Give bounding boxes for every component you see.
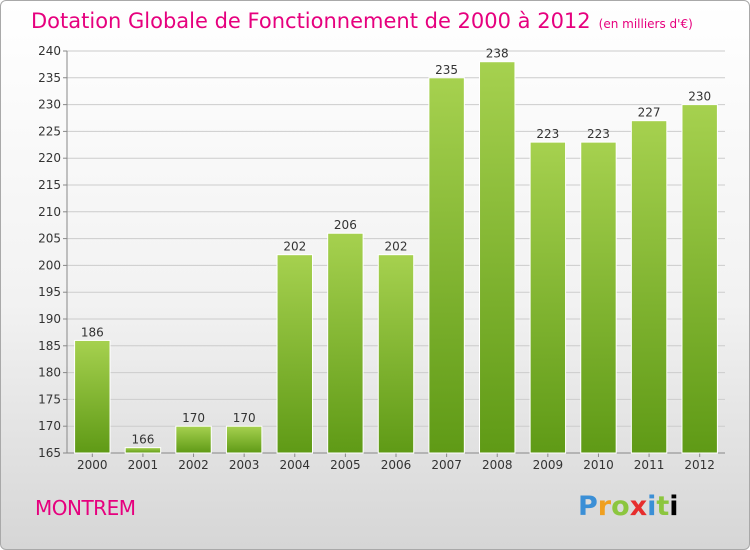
x-tick-label: 2006 <box>381 458 412 472</box>
data-label: 230 <box>688 90 711 104</box>
data-label: 223 <box>587 127 610 141</box>
bar-2004 <box>276 254 313 454</box>
y-tick-label: 195 <box>38 285 61 299</box>
y-tick-label: 170 <box>38 419 61 433</box>
logo-letter: o <box>611 491 630 522</box>
data-label: 202 <box>283 240 306 254</box>
y-tick-label: 210 <box>38 205 61 219</box>
x-tick-label: 2008 <box>482 458 513 472</box>
data-label: 206 <box>334 218 357 232</box>
x-tick-label: 2007 <box>431 458 462 472</box>
x-tick-label: 2002 <box>178 458 209 472</box>
proxiti-logo[interactable]: Proxiti <box>578 491 679 522</box>
bar-2002 <box>175 425 212 454</box>
y-tick-label: 215 <box>38 178 61 192</box>
data-label: 202 <box>385 240 408 254</box>
x-tick-label: 2011 <box>634 458 665 472</box>
x-tick-label: 2000 <box>77 458 108 472</box>
bar-2000 <box>74 339 111 454</box>
x-tick-label: 2010 <box>583 458 614 472</box>
data-label: 170 <box>182 411 205 425</box>
bar-2009 <box>529 141 567 454</box>
logo-letter: i <box>669 491 679 522</box>
data-label: 186 <box>81 325 104 339</box>
bar-2012 <box>681 104 718 454</box>
bar-2011 <box>630 120 668 454</box>
data-label: 223 <box>536 127 559 141</box>
bar-2010 <box>580 141 617 454</box>
y-tick-label: 175 <box>38 392 61 406</box>
logo-letter: r <box>597 491 612 522</box>
data-label: 166 <box>131 433 154 447</box>
bar-2006 <box>377 254 415 454</box>
bar-2001 <box>124 447 162 454</box>
logo-letter: i <box>647 491 657 522</box>
bar-2005 <box>327 232 364 454</box>
y-tick-label: 180 <box>38 366 61 380</box>
logo-letter: t <box>656 491 670 522</box>
y-tick-label: 165 <box>38 446 61 460</box>
y-tick-label: 220 <box>38 151 61 165</box>
y-tick-label: 225 <box>38 124 61 138</box>
y-tick-label: 205 <box>38 232 61 246</box>
chart-title-text: Dotation Globale de Fonctionnement de 20… <box>31 9 591 33</box>
logo-letter: P <box>578 491 598 522</box>
bar-2003 <box>225 425 263 454</box>
y-tick-label: 200 <box>38 258 61 272</box>
data-label: 170 <box>233 411 256 425</box>
x-tick-label: 2001 <box>128 458 159 472</box>
x-tick-label: 2012 <box>684 458 715 472</box>
logo-letter: x <box>629 491 648 522</box>
bar-2008 <box>479 61 516 454</box>
x-tick-label: 2003 <box>229 458 260 472</box>
y-tick-label: 240 <box>38 44 61 58</box>
data-label: 235 <box>435 63 458 77</box>
chart-unit: (en milliers d'€) <box>598 17 693 31</box>
commune-name: MONTREM <box>35 496 136 520</box>
y-tick-label: 235 <box>38 71 61 85</box>
bar-2007 <box>428 77 465 454</box>
data-label: 227 <box>638 106 661 120</box>
x-tick-label: 2009 <box>533 458 564 472</box>
x-tick-label: 2004 <box>279 458 310 472</box>
x-tick-label: 2005 <box>330 458 361 472</box>
y-tick-label: 230 <box>38 98 61 112</box>
y-tick-label: 190 <box>38 312 61 326</box>
data-label: 238 <box>486 47 509 61</box>
chart-title: Dotation Globale de Fonctionnement de 20… <box>31 9 693 33</box>
y-tick-label: 185 <box>38 339 61 353</box>
